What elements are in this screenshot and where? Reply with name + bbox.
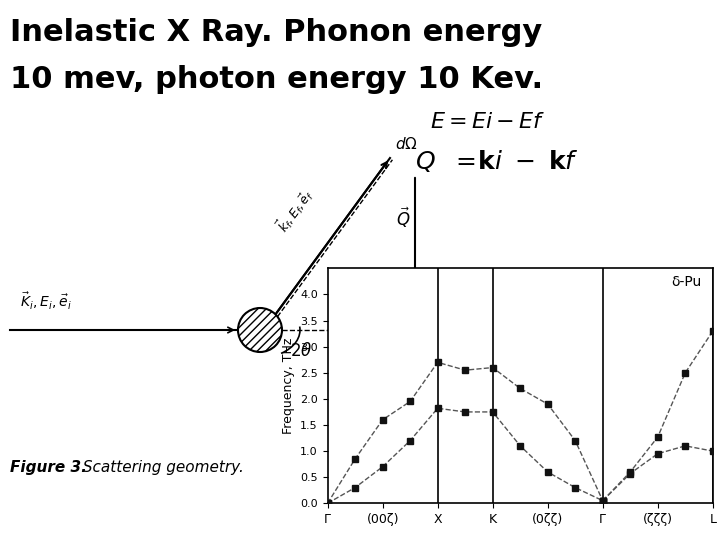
Text: Figure 3.: Figure 3.	[10, 460, 87, 475]
Text: δ-Pu: δ-Pu	[671, 275, 701, 289]
Text: $\vec{Q}$: $\vec{Q}$	[395, 205, 410, 229]
Text: 10 mev, photon energy 10 Kev.: 10 mev, photon energy 10 Kev.	[10, 65, 543, 94]
Y-axis label: Frequency, THz: Frequency, THz	[282, 338, 294, 434]
Text: Inelastic X Ray. Phonon energy: Inelastic X Ray. Phonon energy	[10, 18, 542, 47]
Text: $Q\ \ =\!\mathbf{k}i\ -\ \mathbf{k}f$: $Q\ \ =\!\mathbf{k}i\ -\ \mathbf{k}f$	[415, 148, 579, 174]
Text: $E = Ei - Ef$: $E = Ei - Ef$	[430, 112, 546, 132]
Text: $2\theta$: $2\theta$	[290, 342, 312, 360]
Ellipse shape	[238, 308, 282, 352]
Text: $d\Omega$: $d\Omega$	[395, 136, 418, 152]
Text: Scattering geometry.: Scattering geometry.	[78, 460, 244, 475]
Text: $\vec{k}_f, E_f, \vec{e}_f$: $\vec{k}_f, E_f, \vec{e}_f$	[272, 185, 318, 237]
Text: $\vec{K}_i, E_i, \vec{e}_i$: $\vec{K}_i, E_i, \vec{e}_i$	[20, 291, 72, 312]
